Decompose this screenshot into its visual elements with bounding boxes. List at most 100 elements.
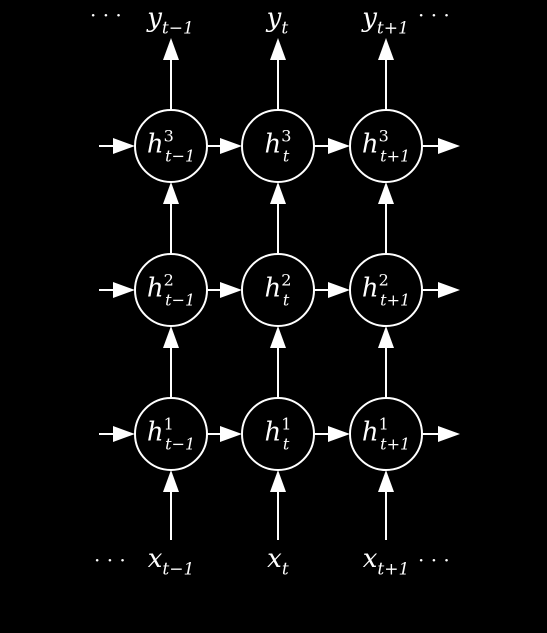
- arrow-head: [220, 426, 242, 442]
- recurrent-arrow: [207, 426, 242, 442]
- arrow-head: [438, 426, 460, 442]
- label-base: h: [362, 273, 379, 303]
- arrow-head: [438, 282, 460, 298]
- arrow-head: [378, 182, 394, 204]
- nodes: h3 t−1 h3 t h3 t+1h2 t−1 h2 t h2 t+1h1 t−1 h1 t h1 t+1: [134, 109, 423, 471]
- ellipsis-bottom-left: · · ·: [94, 548, 126, 572]
- output-label: yt: [266, 3, 289, 38]
- label-base: y: [146, 3, 162, 33]
- node-label: h1 t+1: [362, 414, 410, 453]
- arrow-head: [163, 326, 179, 348]
- arrow-head: [220, 138, 242, 154]
- label-subscript: t+1: [380, 435, 410, 454]
- hidden-state-node: h3 t: [241, 109, 315, 183]
- node-label: h1 t: [265, 414, 292, 453]
- arrow-head: [270, 326, 286, 348]
- hidden-state-node: h2 t+1: [349, 253, 423, 327]
- recurrent-out-arrow: [422, 138, 460, 154]
- label-subscript: t−1: [165, 435, 195, 454]
- recurrent-arrow: [207, 282, 242, 298]
- label-subscript: t: [281, 18, 288, 38]
- label-superscript: 2: [164, 270, 174, 289]
- label-base: h: [265, 417, 282, 447]
- hidden-state-node: h1 t: [241, 397, 315, 471]
- node-label: h3 t+1: [362, 126, 410, 165]
- label-base: h: [362, 129, 379, 159]
- node-circle: [349, 109, 423, 183]
- label-superscript: 1: [379, 414, 389, 433]
- hidden-state-node: h2 t−1: [134, 253, 208, 327]
- node-label: h3 t−1: [147, 126, 195, 165]
- label-superscript: 3: [281, 126, 291, 145]
- label-base: h: [147, 129, 164, 159]
- label-subscript: t−1: [162, 18, 194, 38]
- layer-arrow: [378, 326, 394, 398]
- layer-arrow: [163, 182, 179, 254]
- label-base: h: [265, 129, 282, 159]
- label-subscript: t: [282, 559, 289, 579]
- label-base: x: [148, 544, 163, 574]
- node-circle: [134, 109, 208, 183]
- label-superscript: 2: [379, 270, 389, 289]
- ellipsis-bottom-right: · · ·: [418, 548, 450, 572]
- node-circle: [241, 109, 315, 183]
- label-superscript: 1: [164, 414, 174, 433]
- recurrent-arrow: [314, 138, 350, 154]
- input-arrow: [270, 470, 286, 540]
- layer-arrow: [378, 182, 394, 254]
- arrow-head: [378, 326, 394, 348]
- label-subscript: t: [283, 291, 290, 310]
- arrow-head: [328, 282, 350, 298]
- node-circle: [349, 397, 423, 471]
- output-label: yt−1: [146, 3, 194, 38]
- layer-arrow: [270, 182, 286, 254]
- label-base: h: [147, 273, 164, 303]
- output-arrow: [378, 38, 394, 110]
- label-base: x: [363, 544, 378, 574]
- node-circle: [241, 253, 315, 327]
- arrow-head: [113, 138, 135, 154]
- arrow-head: [163, 182, 179, 204]
- label-subscript: t+1: [377, 18, 409, 38]
- hidden-state-node: h1 t+1: [349, 397, 423, 471]
- arrow-head: [113, 282, 135, 298]
- node-label: h2 t: [265, 270, 292, 309]
- input-label: xt−1: [148, 544, 195, 579]
- arrow-head: [163, 470, 179, 492]
- arrow-head: [438, 138, 460, 154]
- label-base: y: [361, 3, 377, 33]
- label-superscript: 3: [379, 126, 389, 145]
- label-base: h: [265, 273, 282, 303]
- label-superscript: 1: [281, 414, 291, 433]
- recurrent-arrow: [314, 282, 350, 298]
- recurrent-in-arrow: [99, 138, 135, 154]
- node-label: h1 t−1: [147, 414, 195, 453]
- recurrent-in-arrow: [99, 426, 135, 442]
- arrow-head: [163, 38, 179, 60]
- recurrent-out-arrow: [422, 426, 460, 442]
- hidden-state-node: h2 t: [241, 253, 315, 327]
- label-subscript: t−1: [165, 147, 195, 166]
- layer-arrow: [270, 326, 286, 398]
- output-arrow: [163, 38, 179, 110]
- arrow-head: [270, 470, 286, 492]
- label-subscript: t: [283, 435, 290, 454]
- node-circle: [134, 397, 208, 471]
- hidden-state-node: h3 t−1: [134, 109, 208, 183]
- output-label: yt+1: [361, 3, 409, 38]
- arrow-head: [270, 38, 286, 60]
- label-subscript: t−1: [162, 559, 194, 579]
- arrow-head: [220, 282, 242, 298]
- arrow-head: [328, 138, 350, 154]
- recurrent-arrow: [207, 138, 242, 154]
- label-subscript: t+1: [380, 291, 410, 310]
- ellipsis-top-left: · · ·: [90, 3, 122, 27]
- recurrent-arrow: [314, 426, 350, 442]
- label-superscript: 3: [164, 126, 174, 145]
- node-label: h2 t+1: [362, 270, 410, 309]
- input-label: xt: [267, 544, 289, 579]
- edges: [99, 38, 460, 540]
